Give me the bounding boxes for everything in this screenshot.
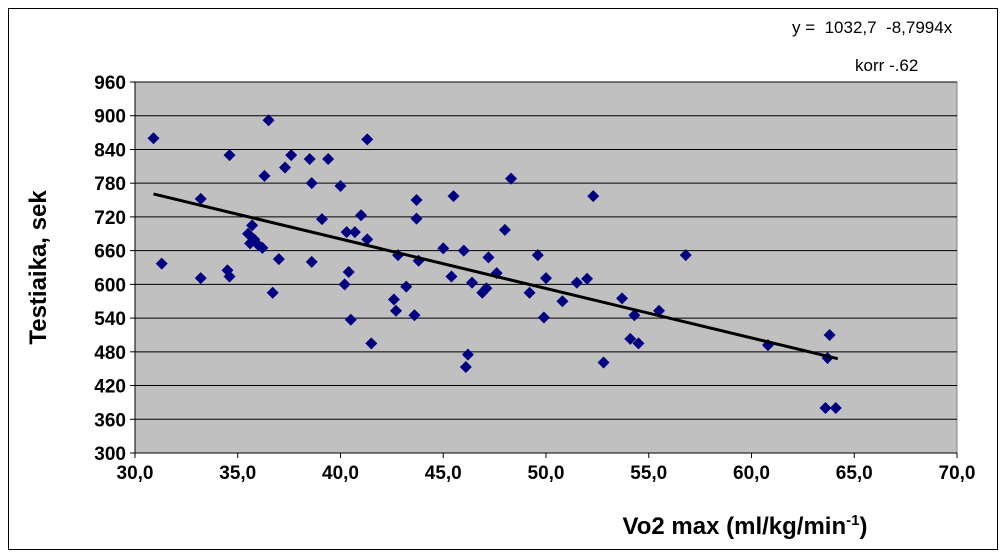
data-point <box>556 295 569 308</box>
x-axis-title-main: Vo2 max (ml/kg/min <box>623 513 847 540</box>
data-point <box>305 255 318 268</box>
data-point <box>272 253 285 266</box>
data-point <box>334 179 347 192</box>
data-point <box>246 219 259 232</box>
data-point <box>316 213 329 226</box>
data-point <box>819 402 832 415</box>
data-point <box>387 293 400 306</box>
data-point <box>194 192 207 205</box>
data-point <box>459 360 472 373</box>
data-point <box>410 212 423 225</box>
data-point <box>445 270 458 283</box>
data-point <box>155 257 168 270</box>
data-point <box>587 190 600 203</box>
y-tick-label: 300 <box>94 444 126 465</box>
y-tick-label: 900 <box>94 107 126 128</box>
data-point <box>457 244 470 257</box>
trendline-equation: y = 1032,7 -8,7994x <box>792 18 953 37</box>
x-tick-label: 30,0 <box>117 463 154 484</box>
data-point <box>256 241 269 254</box>
data-point <box>498 223 511 236</box>
data-point <box>829 402 842 415</box>
data-point <box>679 249 692 262</box>
x-axis-title-superscript: -1 <box>846 512 859 529</box>
y-tick-label: 720 <box>94 208 126 229</box>
data-point <box>408 309 421 322</box>
y-tick-label: 840 <box>94 140 126 161</box>
data-point <box>628 309 641 322</box>
x-tick-label: 70,0 <box>939 463 976 484</box>
x-tick-label: 65,0 <box>836 463 873 484</box>
y-tick-label: 540 <box>94 309 126 330</box>
data-point <box>322 153 335 166</box>
data-point <box>303 153 316 166</box>
data-point <box>823 328 836 341</box>
x-tick-label: 40,0 <box>322 463 359 484</box>
data-point <box>338 278 351 291</box>
data-point <box>355 209 368 222</box>
data-point <box>340 226 353 239</box>
y-tick-label: 960 <box>94 73 126 94</box>
correlation-label: korr -.62 <box>855 56 919 75</box>
x-tick-label: 45,0 <box>425 463 462 484</box>
data-point <box>466 276 479 289</box>
data-point <box>581 272 594 285</box>
data-point <box>537 311 550 324</box>
data-point <box>400 280 413 293</box>
data-point <box>365 337 378 350</box>
data-point <box>258 169 271 182</box>
y-tick-label: 420 <box>94 377 126 398</box>
x-tick-label: 55,0 <box>630 463 667 484</box>
data-point <box>342 265 355 278</box>
data-point <box>461 348 474 361</box>
data-point <box>410 194 423 207</box>
x-axis-title-suffix: ) <box>859 513 867 540</box>
data-point <box>285 149 298 162</box>
data-point <box>223 149 236 162</box>
x-axis-ticks: 30,0 35,0 40,0 45,0 50,0 55,0 60,0 65,0 70,0 <box>117 452 976 484</box>
data-point <box>279 161 292 174</box>
data-point <box>597 356 610 369</box>
y-axis-title: Testiaika, sek <box>25 190 52 345</box>
data-points <box>147 114 842 415</box>
data-point <box>632 337 645 350</box>
data-point <box>147 132 160 145</box>
data-point <box>194 272 207 285</box>
data-point <box>348 226 361 239</box>
y-tick-label: 600 <box>94 275 126 296</box>
y-tick-label: 660 <box>94 242 126 263</box>
data-point <box>361 233 374 246</box>
x-axis-title: Vo2 max (ml/kg/min-1) <box>623 512 868 540</box>
data-point <box>531 249 544 262</box>
data-point <box>570 276 583 289</box>
data-point <box>616 292 629 305</box>
data-point <box>624 332 637 345</box>
trendline <box>153 192 839 361</box>
y-tick-label: 780 <box>94 174 126 195</box>
data-point <box>223 270 236 283</box>
data-point <box>305 177 318 190</box>
data-point <box>437 242 450 255</box>
data-point <box>361 133 374 146</box>
y-tick-label: 480 <box>94 343 126 364</box>
x-tick-label: 35,0 <box>219 463 256 484</box>
data-point <box>523 286 536 299</box>
data-point <box>540 272 552 285</box>
plot-area <box>134 81 958 454</box>
data-point <box>505 172 518 185</box>
data-point <box>389 304 402 317</box>
data-point <box>344 313 357 326</box>
data-point <box>266 286 279 299</box>
data-point <box>482 251 495 264</box>
y-tick-label: 360 <box>94 410 126 431</box>
data-point <box>480 282 493 295</box>
data-point <box>262 114 275 127</box>
y-axis-ticks: 960 900 840 780 720 660 600 540 480 420 360 300 <box>94 73 136 465</box>
x-tick-label: 50,0 <box>528 463 565 484</box>
data-point <box>447 190 460 203</box>
x-tick-label: 60,0 <box>733 463 770 484</box>
